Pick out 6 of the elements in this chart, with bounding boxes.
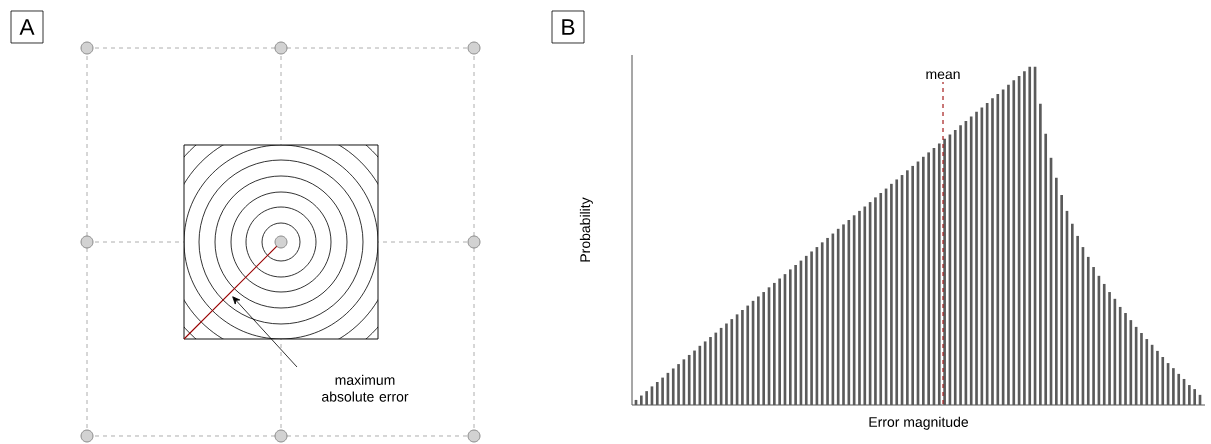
chart-title: B xyxy=(562,19,575,35)
y-axis-title: Probability xyxy=(579,197,593,262)
x-axis-title: Error magnitude xyxy=(869,416,969,430)
annotation: mean xyxy=(926,71,960,80)
text: A xyxy=(19,19,35,35)
text: maximum absolute error xyxy=(322,374,409,402)
